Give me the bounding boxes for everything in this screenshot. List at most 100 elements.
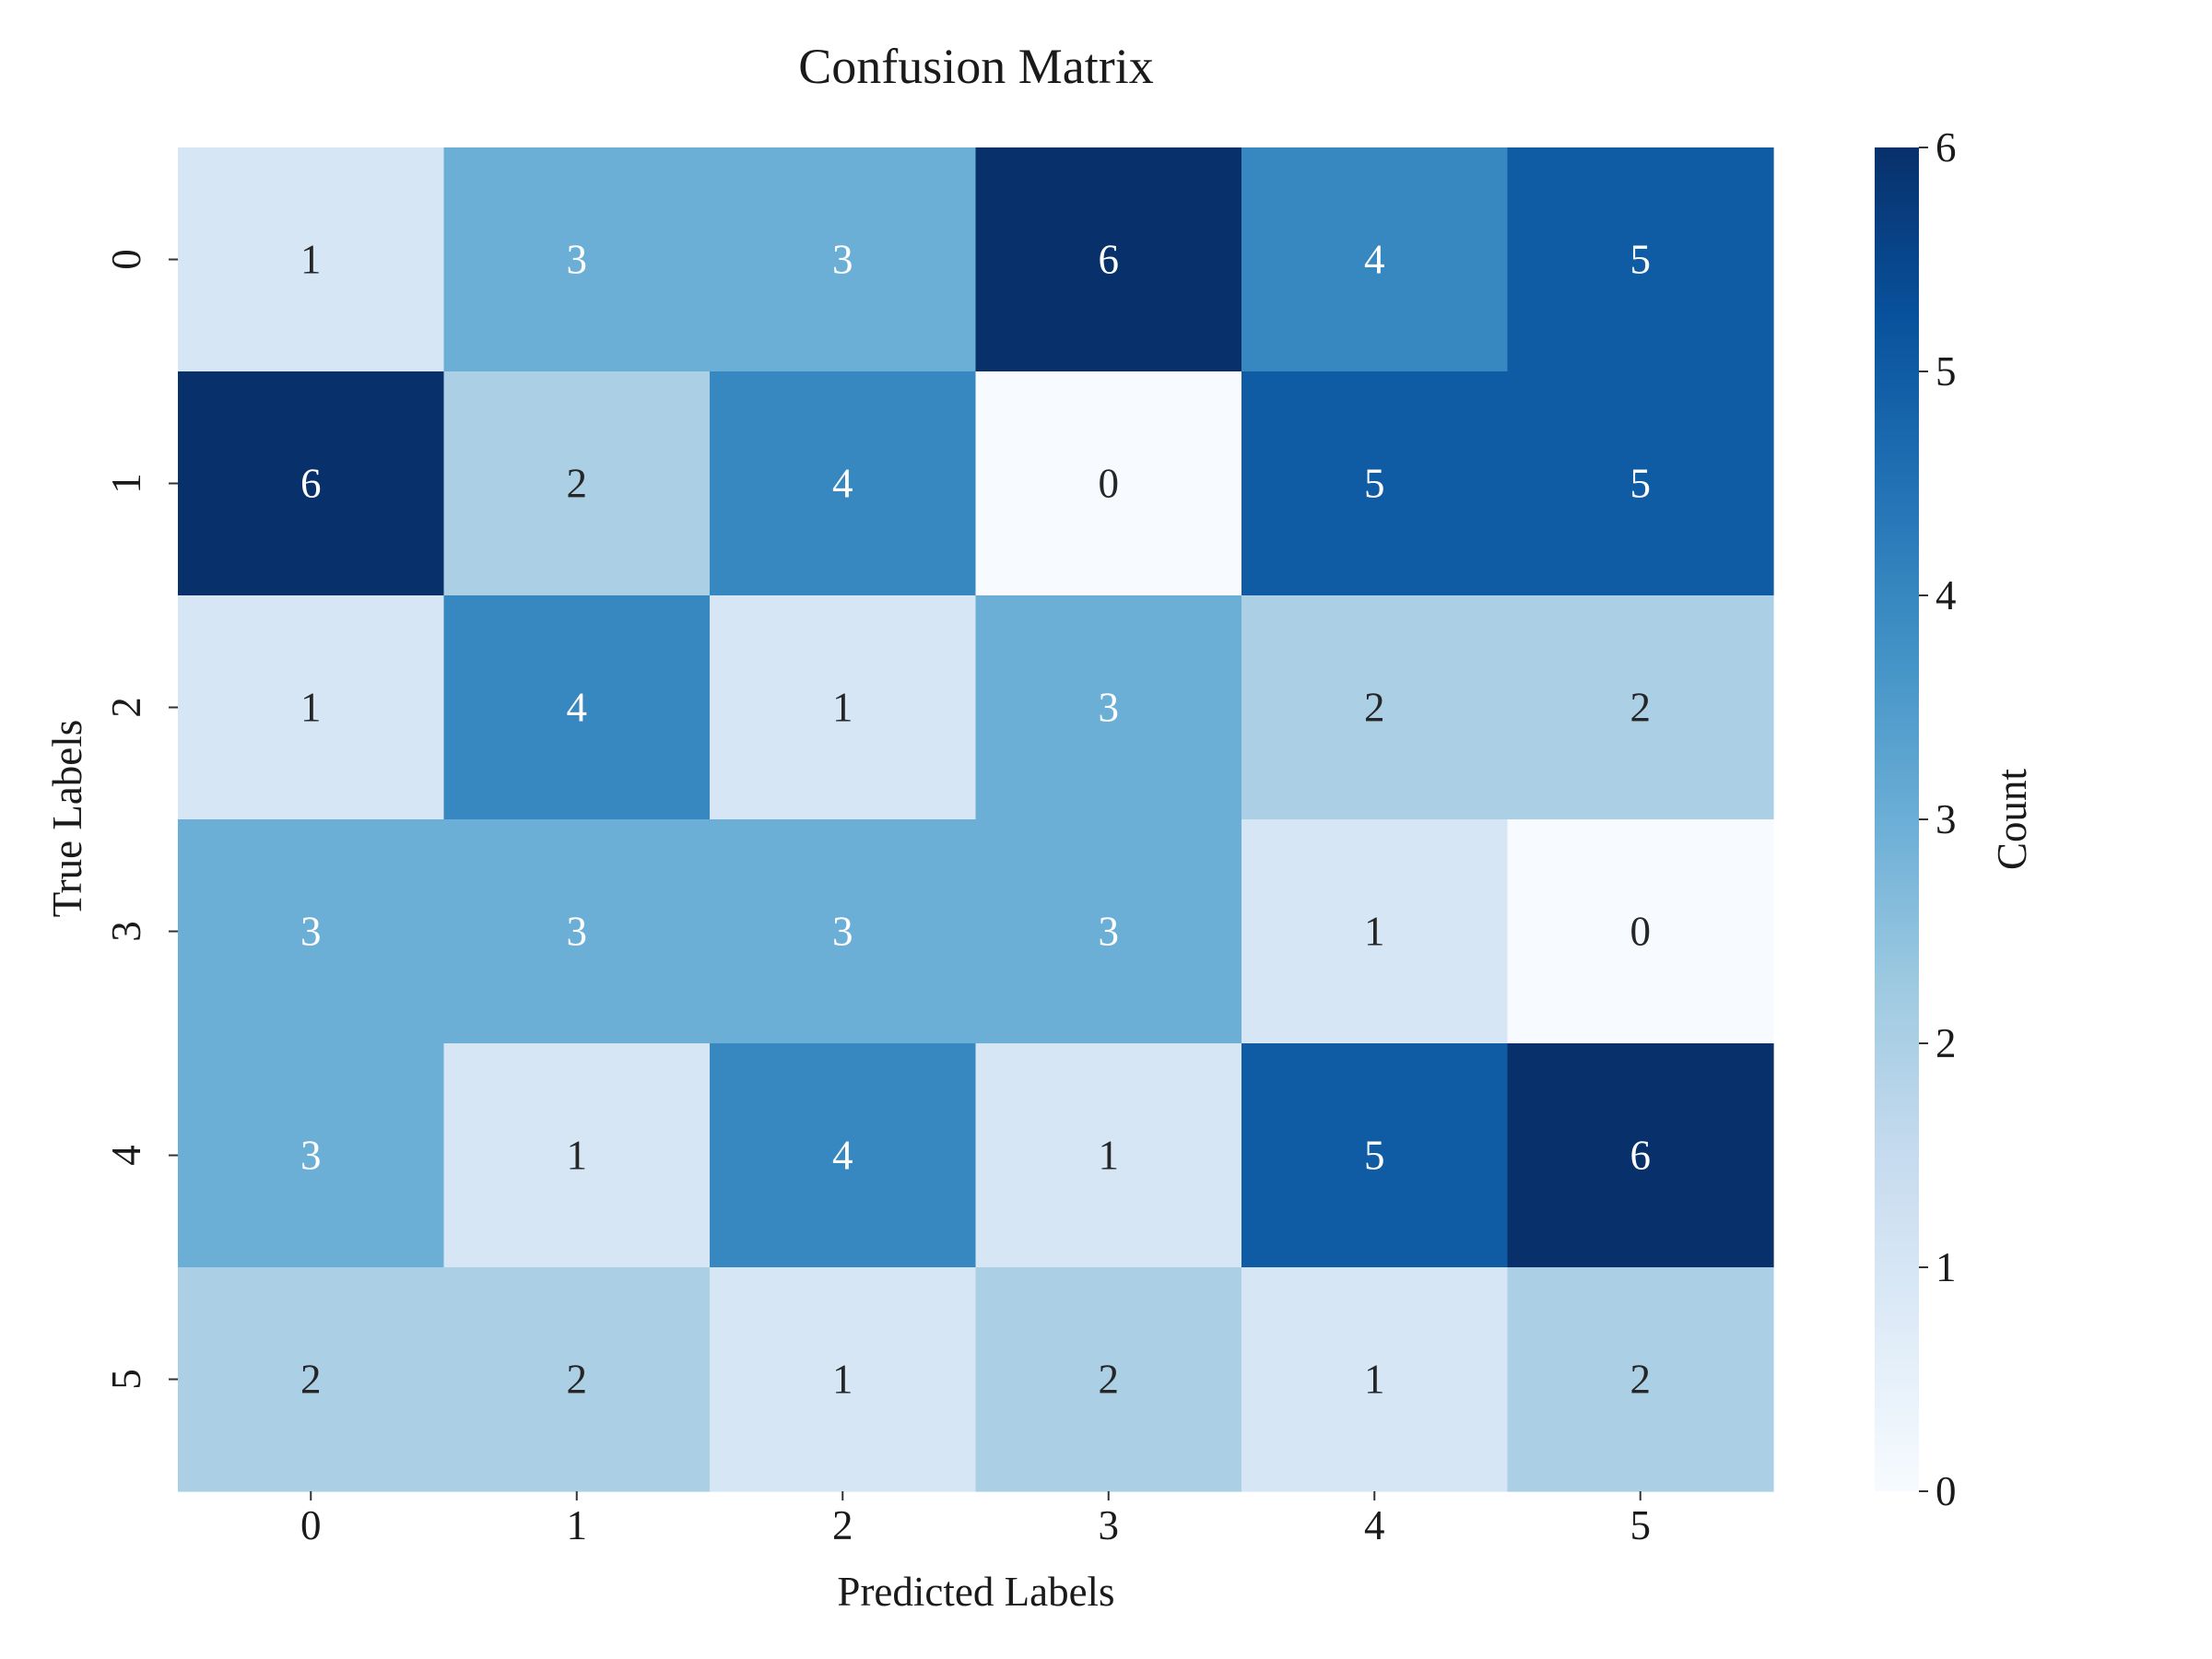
heatmap-cell-3-4 [1241,819,1509,1044]
heatmap-cell-4-1 [443,1043,711,1268]
heatmap-cell-1-3 [975,371,1242,596]
cell-value-0-3: 6 [1099,237,1120,283]
heatmap-cell-4-4 [1241,1043,1509,1268]
y-axis-label: True Labels [44,720,90,918]
cell-value-3-5: 0 [1630,909,1652,955]
heatmap-cell-4-2 [710,1043,977,1268]
cell-value-5-1: 2 [567,1357,588,1403]
cell-value-3-2: 3 [832,909,853,955]
cell-value-4-5: 6 [1630,1133,1652,1179]
cell-value-1-4: 5 [1364,461,1385,507]
heatmap-cell-0-0 [178,147,445,372]
colorbar-tick-label-4: 4 [1936,572,1957,618]
y-tick-label-4: 4 [103,1145,149,1166]
heatmap-cell-5-3 [975,1267,1242,1492]
cell-value-4-4: 5 [1364,1133,1385,1179]
heatmap-cell-0-1 [443,147,711,372]
cell-value-3-0: 3 [300,909,322,955]
colorbar-gradient [1875,147,1919,1491]
x-tick-label-4: 4 [1364,1502,1385,1548]
cell-value-5-3: 2 [1099,1357,1120,1403]
colorbar-ticks: 0 1 2 3 4 5 6 [1919,124,1957,1514]
heatmap-cell-0-2 [710,147,977,372]
cell-value-0-5: 5 [1630,237,1652,283]
cell-value-2-0: 1 [300,685,322,731]
heatmap-grid: 1 3 3 6 4 5 6 2 4 0 5 5 1 4 1 3 2 2 3 3 3 3 1 0 3 1 4 1 5 6 2 2 1 2 1 2 [178,147,1774,1492]
colorbar [1875,147,1919,1491]
colorbar-tick-label-2: 2 [1936,1020,1957,1066]
heatmap-cell-0-5 [1507,147,1774,372]
heatmap-cell-4-0 [178,1043,445,1268]
colorbar-label: Count [1989,769,2035,871]
x-axis-label: Predicted Labels [837,1569,1114,1615]
heatmap-cell-1-4 [1241,371,1509,596]
cell-value-1-0: 6 [300,461,322,507]
y-tick-label-0: 0 [103,249,149,270]
cell-value-1-5: 5 [1630,461,1652,507]
y-tick-label-2: 2 [103,697,149,718]
cell-value-5-4: 1 [1364,1357,1385,1403]
cell-value-0-1: 3 [567,237,588,283]
cell-value-4-2: 4 [832,1133,853,1179]
cell-value-1-1: 2 [567,461,588,507]
heatmap-cell-4-5 [1507,1043,1774,1268]
cell-value-2-5: 2 [1630,685,1652,731]
cell-value-4-0: 3 [300,1133,322,1179]
x-tick-label-3: 3 [1099,1502,1120,1548]
cell-value-3-4: 1 [1364,909,1385,955]
heatmap-cell-2-3 [975,595,1242,820]
heatmap-cell-5-4 [1241,1267,1509,1492]
heatmap-cell-3-2 [710,819,977,1044]
cell-value-3-3: 3 [1099,909,1120,955]
heatmap-cell-2-2 [710,595,977,820]
cell-value-2-1: 4 [567,685,588,731]
heatmap-cell-2-0 [178,595,445,820]
cell-value-1-2: 4 [832,461,853,507]
chart-title: Confusion Matrix [798,39,1154,94]
colorbar-tick-label-0: 0 [1936,1468,1957,1514]
heatmap-cell-0-3 [975,147,1242,372]
heatmap-cell-2-5 [1507,595,1774,820]
heatmap-cell-2-1 [443,595,711,820]
y-tick-label-3: 3 [103,921,149,942]
cell-value-1-3: 0 [1099,461,1120,507]
cell-value-4-1: 1 [567,1133,588,1179]
heatmap-cell-5-5 [1507,1267,1774,1492]
heatmap-cell-1-0 [178,371,445,596]
heatmap-cell-3-5 [1507,819,1774,1044]
heatmap-cell-2-4 [1241,595,1509,820]
colorbar-tick-label-6: 6 [1936,124,1957,171]
colorbar-tick-label-5: 5 [1936,348,1957,394]
cell-value-5-5: 2 [1630,1357,1652,1403]
cell-value-4-3: 1 [1099,1133,1120,1179]
heatmap-cell-1-2 [710,371,977,596]
colorbar-tick-label-1: 1 [1936,1244,1957,1290]
cell-value-0-2: 3 [832,237,853,283]
heatmap-cell-3-0 [178,819,445,1044]
heatmap-cell-5-2 [710,1267,977,1492]
cell-value-2-3: 3 [1099,685,1120,731]
cell-value-5-0: 2 [300,1357,322,1403]
y-axis-ticks: 0 1 2 3 4 5 [103,249,178,1390]
heatmap-cell-0-4 [1241,147,1509,372]
heatmap-cell-3-1 [443,819,711,1044]
cell-value-0-0: 1 [300,237,322,283]
x-tick-label-0: 0 [300,1502,322,1548]
x-axis-ticks: 0 1 2 3 4 5 [300,1491,1651,1548]
y-tick-label-5: 5 [103,1369,149,1390]
colorbar-tick-label-3: 3 [1936,796,1957,842]
heatmap-cell-4-3 [975,1043,1242,1268]
heatmap-cell-1-5 [1507,371,1774,596]
heatmap-cell-5-1 [443,1267,711,1492]
cell-value-2-2: 1 [832,685,853,731]
heatmap-cell-5-0 [178,1267,445,1492]
y-tick-label-1: 1 [103,473,149,494]
heatmap-cell-3-3 [975,819,1242,1044]
cell-value-0-4: 4 [1364,237,1385,283]
x-tick-label-2: 2 [832,1502,853,1548]
cell-value-2-4: 2 [1364,685,1385,731]
x-tick-label-1: 1 [567,1502,588,1548]
x-tick-label-5: 5 [1630,1502,1652,1548]
heatmap-cell-1-1 [443,371,711,596]
